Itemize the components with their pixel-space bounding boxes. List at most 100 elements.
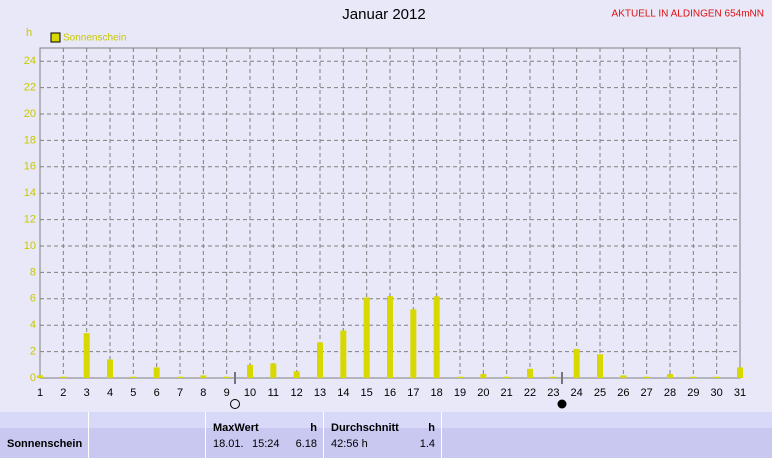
- legend-label: Sonnenschein: [63, 33, 126, 44]
- bar: [550, 376, 557, 378]
- y-axis-label: h: [26, 27, 32, 39]
- bar: [503, 376, 510, 378]
- y-tick-label: 22: [24, 82, 36, 94]
- x-tick-label: 28: [664, 387, 676, 399]
- row-label-cell: Sonnenschein: [0, 412, 88, 458]
- x-tick-label: 25: [594, 387, 606, 399]
- bar: [340, 330, 347, 378]
- bar: [200, 375, 207, 378]
- x-tick-label: 26: [617, 387, 629, 399]
- header-bg: [324, 412, 441, 428]
- y-tick-label: 16: [24, 161, 36, 173]
- stats-table: Sonnenschein MaxWert h 18.01. 15:24 6.18…: [0, 412, 772, 458]
- bar: [597, 354, 603, 378]
- y-tick-label: 14: [24, 187, 36, 199]
- y-tick-label: 18: [24, 134, 36, 146]
- x-tick-label: 22: [524, 387, 536, 399]
- max-time: 15:24: [252, 438, 280, 450]
- bar: [363, 297, 370, 378]
- header-bg: [89, 412, 205, 428]
- x-tick-label: 2: [60, 387, 66, 399]
- subtitle: AKTUELL IN ALDINGEN 654mNN: [612, 9, 764, 20]
- avg-unit: h: [428, 422, 435, 434]
- bar: [433, 296, 440, 378]
- header-bg: [442, 412, 772, 428]
- bar: [177, 376, 183, 378]
- x-tick-label: 21: [501, 387, 513, 399]
- bar: [667, 374, 673, 378]
- x-tick-label: 29: [687, 387, 699, 399]
- empty-cell: [441, 412, 772, 458]
- y-tick-label: 20: [24, 108, 36, 120]
- max-cell: MaxWert h 18.01. 15:24 6.18: [205, 412, 323, 458]
- bar: [83, 333, 90, 378]
- y-tick-label: 2: [30, 346, 36, 358]
- bar: [573, 348, 580, 378]
- y-tick-label: 4: [30, 319, 36, 331]
- chart: Januar 2012 AKTUELL IN ALDINGEN 654mNN h…: [24, 6, 764, 409]
- header-bg: [206, 412, 323, 428]
- avg-header: Durchschnitt: [331, 422, 399, 434]
- avg-value: 1.4: [419, 438, 435, 450]
- x-tick-label: 11: [268, 387, 279, 399]
- x-tick-label: 10: [244, 387, 256, 399]
- x-tick-label: 18: [431, 387, 443, 399]
- bar: [480, 374, 487, 378]
- x-tick-label: 20: [477, 387, 489, 399]
- new-moon: [557, 399, 567, 409]
- bar: [643, 376, 650, 378]
- x-tick-label: 6: [154, 387, 160, 399]
- y-tick-label: 12: [24, 214, 36, 226]
- full-moon: [230, 399, 240, 409]
- x-tick-label: 1: [37, 387, 43, 399]
- bar: [60, 376, 67, 378]
- x-tick-label: 15: [361, 387, 373, 399]
- x-tick-label: 4: [107, 387, 113, 399]
- avg-total: 42:56 h: [331, 438, 368, 450]
- x-tick-label: 30: [711, 387, 723, 399]
- bar: [620, 375, 627, 378]
- x-tick-label: 9: [224, 387, 230, 399]
- bar: [107, 359, 113, 378]
- bar: [713, 376, 720, 378]
- max-header: MaxWert: [213, 422, 259, 434]
- bar: [457, 376, 463, 378]
- bar: [387, 296, 393, 378]
- bar: [247, 364, 253, 378]
- x-tick-label: 31: [734, 387, 746, 399]
- x-tick-label: 3: [84, 387, 90, 399]
- bar: [223, 376, 230, 378]
- chart-title: Januar 2012: [342, 6, 425, 23]
- bar: [293, 371, 300, 378]
- legend-swatch: [50, 32, 61, 43]
- max-date: 18.01.: [213, 438, 244, 450]
- bar: [270, 363, 277, 378]
- bar: [130, 376, 137, 378]
- x-tick-label: 19: [454, 387, 466, 399]
- y-tick-label: 0: [30, 372, 36, 384]
- max-value: 6.18: [295, 438, 317, 450]
- x-tick-label: 16: [384, 387, 396, 399]
- x-tick-label: 13: [314, 387, 326, 399]
- y-tick-label: 10: [24, 240, 36, 252]
- bar: [153, 367, 160, 378]
- bar: [317, 342, 323, 378]
- max-unit: h: [310, 422, 317, 434]
- header-bg: [0, 412, 88, 428]
- bar: [527, 368, 533, 378]
- x-tick-label: 23: [547, 387, 559, 399]
- x-tick-label: 24: [571, 387, 583, 399]
- x-tick-label: 12: [291, 387, 303, 399]
- x-tick-label: 14: [337, 387, 349, 399]
- row-label: Sonnenschein: [7, 438, 83, 450]
- bar: [690, 376, 697, 378]
- bar: [410, 309, 417, 378]
- x-tick-label: 17: [407, 387, 419, 399]
- x-tick-label: 7: [177, 387, 183, 399]
- x-tick-label: 8: [200, 387, 206, 399]
- x-tick-label: 27: [641, 387, 653, 399]
- y-tick-label: 6: [30, 293, 36, 305]
- y-tick-label: 8: [30, 266, 36, 278]
- bar: [37, 375, 43, 378]
